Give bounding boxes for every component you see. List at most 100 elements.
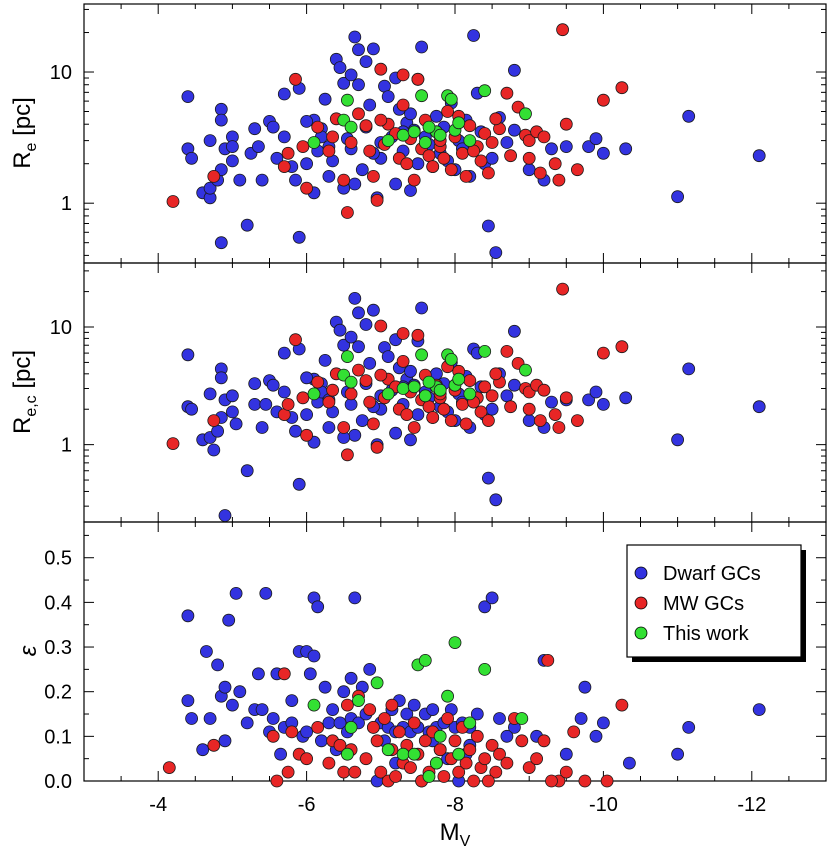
scatter-point-dwarf [185, 712, 199, 725]
scatter-point-dwarf [277, 346, 291, 360]
scatter-point-mw [392, 725, 406, 739]
scatter-point-dwarf [255, 173, 269, 187]
scatter-point-mw [374, 319, 388, 333]
scatter-point-dwarf [181, 348, 195, 362]
scatter-point-dwarf [274, 747, 288, 761]
scatter-point-mw [467, 774, 481, 788]
x-tick-label: -10 [589, 794, 618, 816]
scatter-point-mw [337, 765, 351, 779]
scatter-point-mw [597, 346, 610, 360]
scatter-point-mw [615, 698, 629, 712]
y-tick-label: 0.0 [44, 771, 72, 793]
scatter-point-mw [296, 140, 310, 154]
scatter-point-mw [559, 391, 573, 405]
scatter-point-mw [359, 374, 373, 388]
scatter-point-dwarf [348, 177, 362, 191]
scatter-point-dwarf [225, 154, 239, 168]
scatter-point-mw [552, 421, 566, 434]
scatter-point-mw [504, 149, 518, 163]
scatter-point-mw [485, 738, 499, 752]
scatter-point-dwarf [337, 685, 351, 699]
scatter-point-dwarf [266, 378, 280, 392]
scatter-point-dwarf [366, 42, 380, 56]
scatter-point-dwarf [597, 146, 610, 160]
legend-marker-mw [634, 596, 648, 610]
scatter-point-dwarf [214, 236, 228, 250]
scatter-point-dwarf [307, 649, 321, 663]
panel-re-ylabel: Re [pc] [9, 97, 40, 169]
scatter-point-mw [344, 136, 358, 149]
scatter-point-dwarf [300, 157, 314, 171]
scatter-point-dwarf [251, 667, 265, 681]
scatter-point-this [478, 344, 492, 358]
y-tick-label: 0.2 [44, 682, 72, 704]
scatter-point-dwarf [214, 102, 228, 116]
scatter-point-dwarf [363, 98, 377, 112]
x-tick-label: -6 [298, 794, 316, 816]
scatter-point-mw [418, 734, 432, 748]
scatter-point-this [396, 128, 410, 142]
scatter-point-dwarf [300, 408, 314, 422]
scatter-point-dwarf [255, 703, 269, 716]
scatter-point-mw [463, 743, 477, 757]
scatter-point-mw [352, 107, 365, 121]
scatter-point-mw [478, 127, 492, 140]
scatter-point-dwarf [225, 405, 239, 419]
scatter-point-mw [281, 765, 295, 779]
scatter-point-this [307, 387, 321, 401]
scatter-point-dwarf [333, 323, 347, 337]
scatter-point-dwarf [211, 424, 225, 438]
scatter-point-dwarf [682, 109, 696, 123]
scatter-point-mw [207, 414, 221, 428]
scatter-point-dwarf [352, 340, 365, 354]
y-tick-label: 0.4 [44, 592, 72, 614]
scatter-point-mw [340, 206, 354, 219]
scatter-point-this [463, 134, 477, 148]
scatter-point-mw [385, 698, 399, 712]
scatter-point-mw [411, 328, 425, 342]
scatter-point-dwarf [318, 92, 332, 106]
scatter-point-dwarf [389, 426, 403, 440]
scatter-point-dwarf [415, 301, 429, 315]
scatter-point-dwarf [411, 157, 425, 171]
scatter-point-dwarf [318, 680, 332, 694]
scatter-point-dwarf [582, 140, 595, 154]
scatter-point-dwarf [333, 716, 347, 730]
scatter-point-this [407, 380, 421, 394]
scatter-point-dwarf [363, 663, 377, 676]
scatter-point-mw [277, 160, 291, 174]
scatter-point-dwarf [508, 324, 521, 338]
scatter-point-dwarf [259, 397, 273, 411]
scatter-point-mw [326, 130, 340, 144]
scatter-point-mw [311, 721, 325, 734]
scatter-point-mw [396, 98, 410, 112]
scatter-point-mw [277, 667, 291, 681]
scatter-point-dwarf [248, 122, 262, 136]
axis-ticks [84, 4, 826, 782]
scatter-point-mw [300, 181, 314, 195]
scatter-point-mw [300, 428, 314, 442]
scatter-point-dwarf [203, 181, 217, 195]
x-tick-label: -8 [446, 794, 464, 816]
legend-label-this: This work [663, 623, 750, 645]
scatter-point-dwarf [311, 600, 325, 614]
scatter-point-mw [455, 397, 469, 411]
scatter-point-mw [571, 414, 584, 428]
scatter-point-dwarf [752, 400, 766, 414]
scatter-point-dwarf [303, 667, 317, 681]
scatter-point-dwarf [266, 120, 280, 134]
scatter-point-this [478, 663, 492, 676]
scatter-point-mw [326, 383, 340, 397]
scatter-point-this [444, 352, 458, 366]
scatter-point-this [352, 694, 365, 707]
scatter-point-dwarf [522, 163, 536, 177]
scatter-point-mw [615, 81, 629, 95]
scatter-point-dwarf [207, 443, 221, 457]
scatter-point-dwarf [322, 716, 336, 730]
scatter-point-dwarf [508, 378, 521, 392]
scatter-point-this [418, 654, 432, 667]
scatter-point-mw [522, 134, 536, 148]
scatter-point-this [381, 134, 395, 148]
scatter-point-this [478, 84, 492, 98]
scatter-point-dwarf [489, 493, 503, 507]
